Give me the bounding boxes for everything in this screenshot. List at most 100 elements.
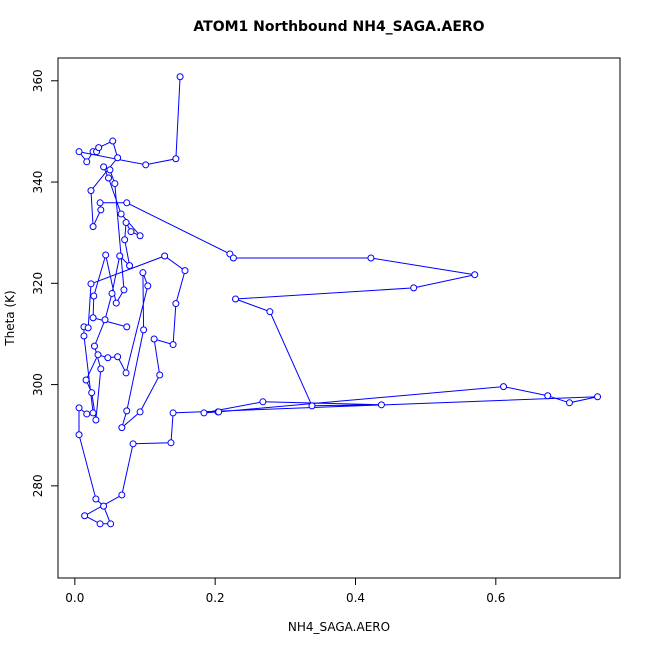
data-point [75, 404, 83, 412]
data-point [139, 269, 147, 277]
data-point [109, 137, 117, 145]
y-axis-label: Theta (K) [3, 290, 17, 346]
data-point [142, 161, 150, 169]
data-point [80, 332, 88, 340]
data-point [126, 262, 134, 270]
y-tick-label: 280 [31, 474, 45, 497]
data-point [111, 180, 119, 188]
data-point [161, 252, 169, 260]
y-tick-label: 320 [31, 272, 45, 295]
data-point [123, 407, 131, 415]
y-tick-label: 360 [31, 69, 45, 92]
data-point [88, 389, 96, 397]
data-point [172, 300, 180, 308]
data-point [117, 210, 125, 218]
data-point [594, 393, 602, 401]
data-point [108, 289, 116, 297]
data-point [172, 155, 180, 163]
data-point [75, 431, 83, 439]
data-point [90, 292, 98, 300]
data-point [83, 158, 91, 166]
data-point [96, 199, 104, 207]
data-point [123, 323, 131, 331]
data-point [107, 520, 115, 528]
data-point [259, 398, 267, 406]
data-point [87, 280, 95, 288]
data-point [95, 144, 103, 152]
data-point [169, 409, 177, 417]
data-point [114, 154, 122, 162]
data-point [75, 148, 83, 156]
plot-frame [57, 57, 621, 579]
data-point [81, 512, 89, 520]
data-point [94, 351, 102, 359]
data-point [122, 369, 130, 377]
data-point [97, 206, 105, 214]
y-tick-label: 300 [31, 373, 45, 396]
data-point [229, 254, 237, 262]
data-point [118, 424, 126, 432]
data-point [471, 271, 479, 279]
y-tick-label: 340 [31, 171, 45, 194]
x-tick-label: 0.0 [65, 591, 84, 605]
data-point [232, 295, 240, 303]
data-point [104, 354, 112, 362]
data-point [84, 324, 92, 332]
data-point [176, 73, 184, 81]
data-point [167, 439, 175, 447]
data-point [105, 174, 113, 182]
data-point [377, 401, 385, 409]
data-point [114, 353, 122, 361]
data-point [100, 502, 108, 510]
data-point [92, 416, 100, 424]
data-point [367, 254, 375, 262]
data-point [106, 166, 114, 174]
data-point [156, 371, 164, 379]
x-axis-label: NH4_SAGA.AERO [288, 620, 390, 634]
data-point [123, 199, 131, 207]
data-point [129, 440, 137, 448]
data-point [121, 236, 129, 244]
data-point [215, 408, 223, 416]
data-point [89, 314, 97, 322]
data-point [83, 410, 91, 418]
data-point [266, 308, 274, 316]
data-point [90, 342, 98, 350]
data-point [97, 365, 105, 373]
data-point [89, 409, 97, 417]
data-point [144, 282, 152, 290]
data-point [100, 163, 108, 171]
data-point [136, 408, 144, 416]
data-point [308, 402, 316, 410]
data-point [112, 299, 120, 307]
data-point [127, 228, 135, 236]
data-point [120, 286, 128, 294]
data-point [101, 316, 109, 324]
data-point [140, 326, 148, 334]
data-point [102, 251, 110, 259]
chart-title: ATOM1 Northbound NH4_SAGA.AERO [193, 19, 484, 35]
x-tick-label: 0.4 [346, 591, 365, 605]
x-tick-label: 0.6 [486, 591, 505, 605]
data-point [116, 252, 124, 260]
data-point [500, 383, 508, 391]
data-point [122, 219, 130, 227]
data-point [410, 284, 418, 292]
data-point [87, 187, 95, 195]
data-point [181, 267, 189, 275]
data-point [118, 491, 126, 499]
data-point [544, 392, 552, 400]
x-tick-label: 0.2 [206, 591, 225, 605]
data-point [89, 223, 97, 231]
data-point [82, 376, 90, 384]
data-point [96, 520, 104, 528]
data-point [565, 399, 573, 407]
data-point [150, 335, 158, 343]
data-point [136, 232, 144, 240]
data-point [200, 409, 208, 417]
data-point [169, 341, 177, 349]
data-point [92, 495, 100, 503]
data-line [77, 76, 598, 525]
